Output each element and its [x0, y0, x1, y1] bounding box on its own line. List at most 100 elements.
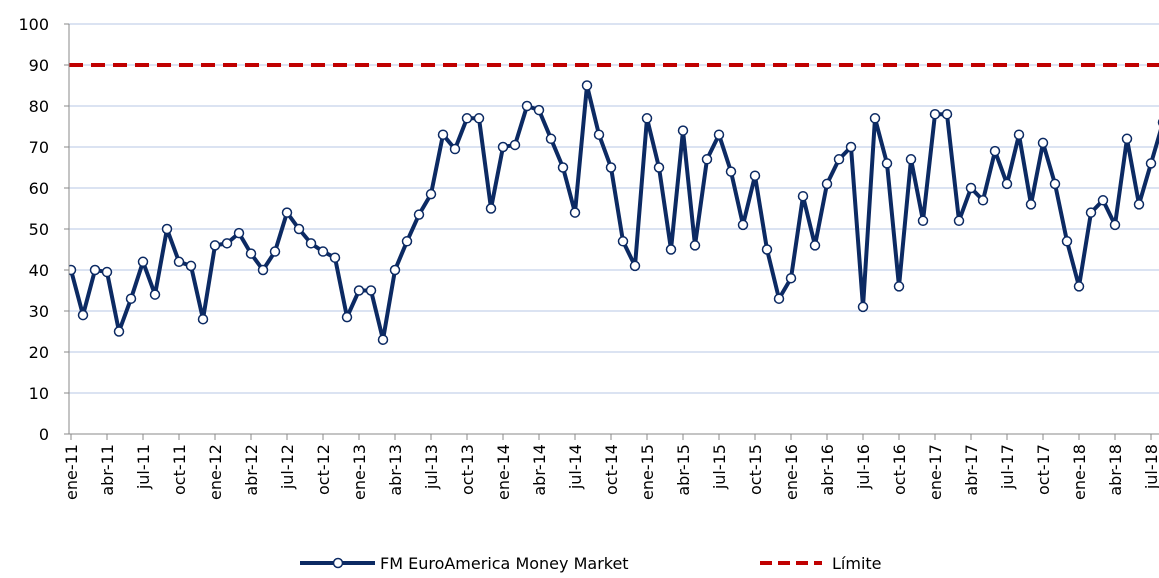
point	[955, 216, 964, 225]
point	[1015, 130, 1024, 139]
point	[367, 286, 376, 295]
point	[835, 155, 844, 164]
point	[1111, 220, 1120, 229]
point	[475, 114, 484, 123]
y-tick-label: 60	[29, 179, 49, 198]
point	[655, 163, 664, 172]
x-tick-label: ene-16	[782, 444, 801, 500]
point	[607, 163, 616, 172]
x-tick-label: jul-13	[422, 444, 441, 490]
point	[871, 114, 880, 123]
point	[451, 145, 460, 154]
x-tick-label: oct-13	[458, 444, 477, 495]
legend-label: FM EuroAmerica Money Market	[380, 554, 629, 573]
x-tick-label: abr-13	[386, 444, 405, 496]
point	[715, 130, 724, 139]
x-tick-label: oct-11	[170, 444, 189, 495]
point	[427, 190, 436, 199]
point	[595, 130, 604, 139]
point	[355, 286, 364, 295]
point	[619, 237, 628, 246]
legend: FM EuroAmerica Money Market Límite	[300, 554, 882, 573]
x-tick-label: jul-14	[566, 444, 585, 490]
point	[511, 140, 520, 149]
point	[115, 327, 124, 336]
point	[823, 179, 832, 188]
point	[559, 163, 568, 172]
point	[103, 268, 112, 277]
point	[631, 261, 640, 270]
point	[751, 171, 760, 180]
point	[739, 220, 748, 229]
point	[703, 155, 712, 164]
point	[811, 241, 820, 250]
point	[319, 247, 328, 256]
point	[175, 257, 184, 266]
x-tick-label: oct-16	[890, 444, 909, 495]
y-tick-label: 30	[29, 302, 49, 321]
point	[991, 147, 1000, 156]
point	[487, 204, 496, 213]
point	[1123, 134, 1132, 143]
point	[283, 208, 292, 217]
point	[967, 184, 976, 193]
x-tick-label: abr-16	[818, 444, 837, 496]
point	[259, 266, 268, 275]
point	[127, 294, 136, 303]
point	[799, 192, 808, 201]
point	[907, 155, 916, 164]
point	[439, 130, 448, 139]
point	[163, 225, 172, 234]
point	[1051, 179, 1060, 188]
point	[547, 134, 556, 143]
point	[139, 257, 148, 266]
point	[895, 282, 904, 291]
x-tick-label: abr-12	[242, 444, 261, 496]
point	[691, 241, 700, 250]
point	[1147, 159, 1156, 168]
x-tick-label: ene-18	[1070, 444, 1089, 500]
x-tick-label: jul-12	[278, 444, 297, 490]
point	[919, 216, 928, 225]
x-tick-label: oct-17	[1034, 444, 1053, 495]
point	[667, 245, 676, 254]
point	[931, 110, 940, 119]
point	[211, 241, 220, 250]
x-tick-label: ene-13	[350, 444, 369, 500]
x-tick-label: ene-14	[494, 444, 513, 500]
y-tick-label: 70	[29, 138, 49, 157]
x-tick-label: ene-12	[206, 444, 225, 500]
y-tick-label: 80	[29, 97, 49, 116]
x-tick-label: oct-14	[602, 444, 621, 495]
point	[1099, 196, 1108, 205]
point	[403, 237, 412, 246]
y-tick-label: 10	[29, 384, 49, 403]
legend-label: Límite	[832, 554, 882, 573]
point	[583, 81, 592, 90]
point	[151, 290, 160, 299]
x-tick-label: abr-15	[674, 444, 693, 496]
point	[223, 239, 232, 248]
y-tick-label: 0	[39, 425, 49, 444]
y-tick-label: 90	[29, 56, 49, 75]
x-tick-label: jul-15	[710, 444, 729, 490]
y-tick-label: 20	[29, 343, 49, 362]
point	[679, 126, 688, 135]
point	[727, 167, 736, 176]
series-line	[71, 86, 1159, 340]
point	[1075, 282, 1084, 291]
x-tick-label: jul-17	[998, 444, 1017, 490]
point	[379, 335, 388, 344]
point	[235, 229, 244, 238]
x-tick-label: oct-12	[314, 444, 333, 495]
x-tick-label: oct-15	[746, 444, 765, 495]
x-tick-label: ene-11	[62, 444, 81, 500]
point	[775, 294, 784, 303]
point	[247, 249, 256, 258]
point	[883, 159, 892, 168]
point	[199, 315, 208, 324]
point	[763, 245, 772, 254]
x-tick-label: jul-11	[134, 444, 153, 490]
y-tick-label: 40	[29, 261, 49, 280]
